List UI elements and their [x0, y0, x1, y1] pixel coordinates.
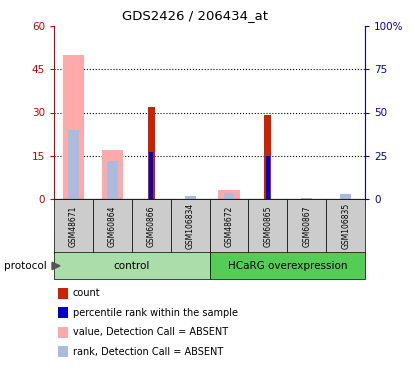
Bar: [93, 199, 132, 253]
Polygon shape: [52, 262, 60, 270]
Bar: [224, 193, 234, 199]
Text: protocol: protocol: [4, 261, 47, 271]
Bar: [54, 252, 210, 279]
Text: GSM60867: GSM60867: [303, 205, 311, 247]
Bar: [107, 161, 118, 199]
Bar: [171, 199, 210, 253]
Text: rank, Detection Call = ABSENT: rank, Detection Call = ABSENT: [73, 347, 223, 357]
Text: HCaRG overexpression: HCaRG overexpression: [228, 261, 347, 271]
Bar: [102, 150, 123, 199]
Bar: [185, 196, 195, 199]
Bar: [210, 199, 249, 253]
Text: control: control: [114, 261, 150, 271]
Text: GSM60865: GSM60865: [264, 205, 272, 247]
Bar: [54, 199, 93, 253]
Text: GSM60866: GSM60866: [147, 205, 156, 247]
Bar: [340, 194, 351, 199]
Text: GDS2426 / 206434_at: GDS2426 / 206434_at: [122, 9, 268, 22]
Bar: [63, 55, 84, 199]
Text: value, Detection Call = ABSENT: value, Detection Call = ABSENT: [73, 327, 228, 337]
Bar: [210, 252, 365, 279]
Text: GSM48672: GSM48672: [225, 205, 234, 247]
Bar: [326, 199, 365, 253]
Text: GSM48671: GSM48671: [69, 205, 78, 247]
Text: count: count: [73, 288, 100, 298]
Bar: [149, 152, 153, 199]
Bar: [287, 199, 326, 253]
Text: GSM106835: GSM106835: [341, 203, 350, 249]
Text: GSM60864: GSM60864: [108, 205, 117, 247]
Bar: [218, 190, 240, 199]
Bar: [132, 199, 171, 253]
Bar: [264, 116, 271, 199]
Bar: [249, 199, 287, 253]
Bar: [148, 107, 155, 199]
Text: GSM106834: GSM106834: [186, 203, 195, 249]
Bar: [68, 130, 79, 199]
Bar: [301, 198, 312, 199]
Bar: [266, 156, 270, 199]
Text: percentile rank within the sample: percentile rank within the sample: [73, 308, 238, 318]
